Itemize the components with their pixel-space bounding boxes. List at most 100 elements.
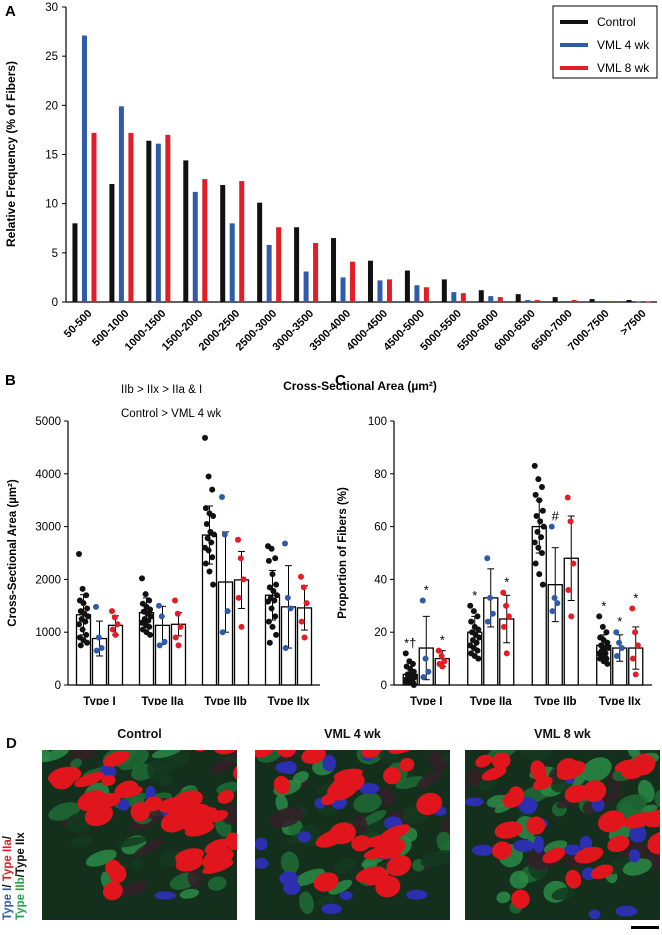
a-bar-vml-4-wk bbox=[155, 143, 161, 302]
a-y-tick-label: 30 bbox=[45, 2, 58, 14]
stain-label-type2a: Type IIa bbox=[2, 839, 14, 882]
a-bar-vml-4-wk bbox=[377, 280, 383, 302]
y-tick-label: 60 bbox=[374, 522, 387, 534]
fiber-red bbox=[84, 804, 114, 827]
data-point bbox=[564, 494, 571, 501]
data-point bbox=[146, 597, 153, 604]
data-point bbox=[82, 618, 89, 625]
a-bar-control bbox=[589, 299, 595, 302]
data-point bbox=[468, 618, 475, 625]
fiber-green bbox=[622, 858, 652, 876]
y-tick-label: 80 bbox=[374, 469, 387, 481]
fiber-red bbox=[494, 821, 523, 839]
data-point bbox=[84, 639, 91, 646]
data-point bbox=[284, 594, 291, 601]
fiber-blue bbox=[564, 844, 582, 856]
a-bar-vml-4-wk bbox=[81, 35, 87, 303]
fiber-green bbox=[168, 750, 190, 767]
data-point bbox=[139, 575, 145, 582]
data-point bbox=[409, 660, 416, 667]
fiber-red bbox=[491, 752, 511, 769]
data-point bbox=[80, 600, 87, 607]
fiber-green bbox=[353, 792, 382, 813]
a-bar-vml-4-wk bbox=[525, 300, 531, 302]
significance-marker: * bbox=[617, 614, 622, 629]
data-point bbox=[500, 623, 507, 630]
fiber-red bbox=[351, 835, 371, 852]
data-point bbox=[175, 642, 182, 649]
data-point bbox=[265, 618, 272, 625]
data-point bbox=[613, 629, 620, 636]
data-point bbox=[79, 626, 86, 633]
y-tick-label: 5000 bbox=[35, 416, 61, 428]
a-y-tick-label: 10 bbox=[45, 199, 58, 211]
panel-d-letter: D bbox=[6, 735, 17, 752]
fiber-red bbox=[200, 807, 219, 823]
y-tick-label: 40 bbox=[374, 574, 387, 586]
a-bar-vml-4-wk bbox=[192, 191, 198, 302]
x-tick-label: Type I bbox=[83, 696, 115, 705]
data-point bbox=[554, 600, 561, 607]
a-bar-vml-8-wk bbox=[202, 179, 208, 302]
fiber-green bbox=[439, 838, 450, 851]
data-point bbox=[85, 613, 91, 620]
data-point bbox=[142, 591, 149, 598]
fiber-blue bbox=[518, 797, 538, 814]
fiber-green bbox=[70, 750, 95, 762]
a-x-axis-label: Cross-Sectional Area (µm²) bbox=[283, 379, 437, 393]
data-point bbox=[235, 536, 241, 543]
x-tick-label: Type IIa bbox=[142, 696, 185, 705]
a-bar-control bbox=[294, 227, 300, 302]
a-bar-vml-4-wk bbox=[229, 223, 235, 302]
data-point bbox=[435, 647, 442, 654]
data-point bbox=[95, 634, 102, 641]
fiber-red bbox=[101, 775, 116, 786]
data-point bbox=[177, 623, 184, 630]
fiber-green bbox=[429, 751, 446, 772]
fiber-red bbox=[276, 750, 297, 758]
fiber-blue bbox=[629, 824, 647, 843]
fiber-red bbox=[327, 777, 359, 801]
fiber-blue bbox=[339, 891, 353, 900]
stain-label-type2b: Type IIb bbox=[15, 877, 27, 920]
a-bar-control bbox=[404, 270, 410, 302]
data-point bbox=[419, 597, 426, 604]
stain-label-line1: Type I/ Type IIa/ bbox=[2, 730, 15, 920]
a-y-tick-label: 15 bbox=[45, 150, 58, 162]
fiber-red bbox=[597, 810, 626, 833]
data-point bbox=[629, 655, 636, 662]
fiber-green bbox=[379, 786, 395, 807]
fiber-green bbox=[275, 794, 288, 813]
fiber-red bbox=[184, 821, 215, 837]
fiber-green bbox=[216, 781, 237, 795]
data-point bbox=[596, 613, 603, 620]
fiber-green bbox=[293, 868, 325, 887]
fiber-green bbox=[159, 850, 182, 867]
fiber-red bbox=[114, 780, 139, 798]
data-point bbox=[500, 589, 507, 596]
x-tick-label: Type IIx bbox=[268, 696, 311, 705]
data-point bbox=[79, 585, 86, 592]
fiber-blue bbox=[322, 754, 336, 772]
data-point bbox=[272, 555, 279, 562]
y-axis-label: Cross-Sectional Area (µm²) bbox=[7, 479, 19, 627]
data-point bbox=[535, 476, 542, 483]
data-point bbox=[425, 668, 432, 675]
fiber-green bbox=[437, 750, 450, 763]
fiber-green bbox=[151, 750, 182, 759]
micrograph-control bbox=[42, 750, 237, 920]
fiber-red bbox=[530, 760, 547, 782]
data-point bbox=[503, 650, 510, 657]
data-point bbox=[174, 610, 181, 617]
data-point bbox=[605, 645, 612, 652]
data-point bbox=[565, 586, 572, 593]
fiber-green bbox=[420, 850, 450, 867]
data-point bbox=[474, 613, 481, 620]
fiber-green bbox=[115, 836, 147, 848]
data-point bbox=[629, 605, 636, 612]
data-point bbox=[402, 650, 409, 657]
fiber-green bbox=[509, 870, 529, 889]
data-point bbox=[567, 518, 574, 525]
a-bar-vml-8-wk bbox=[423, 287, 429, 302]
fiber-red bbox=[475, 754, 493, 768]
